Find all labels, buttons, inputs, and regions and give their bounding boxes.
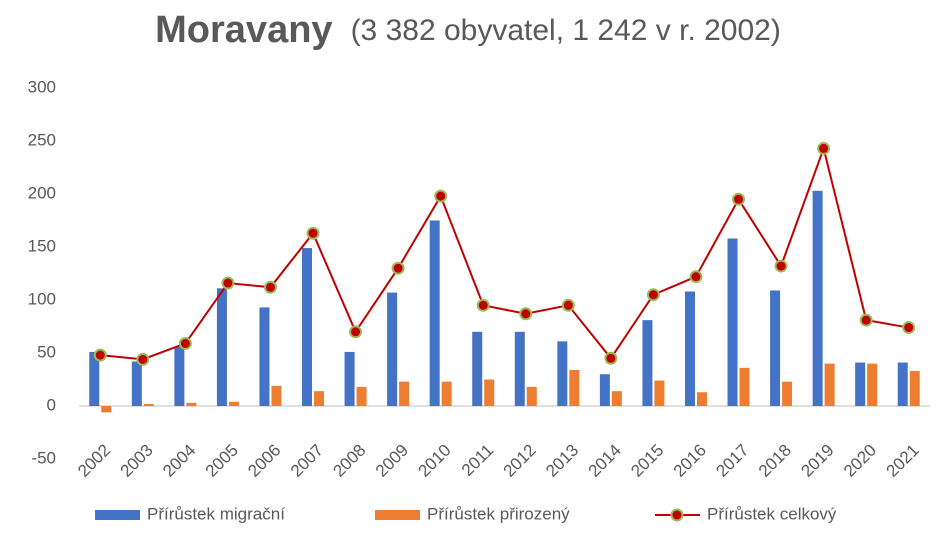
line-marker <box>391 261 405 275</box>
bar <box>909 371 920 406</box>
x-tick-label: 2014 <box>585 441 625 481</box>
line-marker <box>263 280 277 294</box>
line-marker <box>476 298 490 312</box>
x-tick-label: 2018 <box>755 441 795 481</box>
y-tick-label: 150 <box>28 236 56 255</box>
line-marker <box>306 226 320 240</box>
x-tick-label: 2016 <box>670 441 710 481</box>
x-tick-label: 2006 <box>244 441 284 481</box>
x-tick-label: 2009 <box>372 441 412 481</box>
x-tick-label: 2012 <box>500 441 540 481</box>
bar <box>186 402 197 406</box>
line-marker <box>732 192 746 206</box>
chart-subtitle: (3 382 obyvatel, 1 242 v r. 2002) <box>351 14 781 47</box>
line <box>100 144 909 361</box>
x-tick-label: 2008 <box>329 441 369 481</box>
bar <box>611 391 622 406</box>
legend-label: Přírůstek migrační <box>147 504 285 523</box>
bar <box>228 401 239 406</box>
bar <box>684 291 695 406</box>
line-marker <box>349 325 363 339</box>
bar <box>855 362 866 406</box>
bar <box>302 248 313 406</box>
line-marker <box>902 321 916 335</box>
bar <box>441 381 452 406</box>
line-marker <box>817 141 831 155</box>
chart-title-group: Moravany (3 382 obyvatel, 1 242 v r. 200… <box>155 9 781 52</box>
y-tick-label: 200 <box>28 183 56 202</box>
bar <box>642 320 653 406</box>
y-tick-label: 100 <box>28 289 56 308</box>
x-tick-label: 2002 <box>74 441 114 481</box>
legend-label: Přírůstek přirozený <box>427 504 570 523</box>
bar <box>314 391 325 406</box>
line-marker <box>774 259 788 273</box>
bar <box>867 363 878 406</box>
x-tick-label: 2004 <box>159 441 199 481</box>
bar <box>514 331 525 406</box>
line-marker <box>859 313 873 327</box>
bar <box>344 351 355 406</box>
x-tick-label: 2021 <box>883 441 923 481</box>
bar <box>429 220 440 406</box>
bar <box>557 341 568 406</box>
x-tick-label: 2010 <box>414 441 454 481</box>
bar <box>143 403 154 406</box>
line-marker <box>689 270 703 284</box>
line-marker <box>561 298 575 312</box>
bar <box>101 406 112 413</box>
x-tick-label: 2013 <box>542 441 582 481</box>
y-tick-label: 300 <box>28 77 56 96</box>
bar <box>89 351 100 406</box>
bar <box>569 369 580 406</box>
y-tick-label: 0 <box>47 395 56 414</box>
bar <box>216 288 227 406</box>
bar <box>356 386 367 406</box>
legend-swatch <box>375 510 420 520</box>
bar <box>782 381 793 406</box>
bar <box>259 307 270 406</box>
x-tick-label: 2005 <box>202 441 242 481</box>
x-tick-label: 2007 <box>287 441 327 481</box>
x-tick-label: 2020 <box>840 441 880 481</box>
line-marker <box>178 336 192 350</box>
bar <box>897 362 908 406</box>
bar <box>472 331 483 406</box>
bar <box>387 292 398 406</box>
line-marker <box>519 307 533 321</box>
legend-marker <box>670 508 684 522</box>
bar <box>526 386 537 406</box>
bar <box>696 392 707 406</box>
line-marker <box>136 352 150 366</box>
bar <box>812 190 823 406</box>
line-marker <box>604 351 618 365</box>
legend-label: Přírůstek celkový <box>707 504 837 523</box>
bar <box>654 380 665 406</box>
line-marker <box>646 288 660 302</box>
bar <box>484 379 495 406</box>
bar <box>739 367 750 406</box>
line-marker <box>93 348 107 362</box>
line-marker <box>221 276 235 290</box>
bar <box>770 290 781 406</box>
bar <box>727 238 738 406</box>
bar <box>131 361 142 406</box>
line-marker <box>434 189 448 203</box>
x-tick-label: 2017 <box>712 441 752 481</box>
x-tick-label: 2015 <box>627 441 667 481</box>
bar <box>824 363 835 406</box>
y-tick-label: 50 <box>37 342 56 361</box>
bar <box>271 385 282 406</box>
chart-title: Moravany <box>155 9 332 51</box>
bar <box>399 381 410 406</box>
y-tick-label: -50 <box>31 448 56 467</box>
y-tick-label: 250 <box>28 130 56 149</box>
x-tick-label: 2019 <box>797 441 837 481</box>
bar <box>599 374 610 406</box>
x-tick-label: 2003 <box>117 441 157 481</box>
bar <box>174 346 185 406</box>
x-tick-label: 2011 <box>458 441 497 480</box>
legend-swatch <box>95 510 140 520</box>
